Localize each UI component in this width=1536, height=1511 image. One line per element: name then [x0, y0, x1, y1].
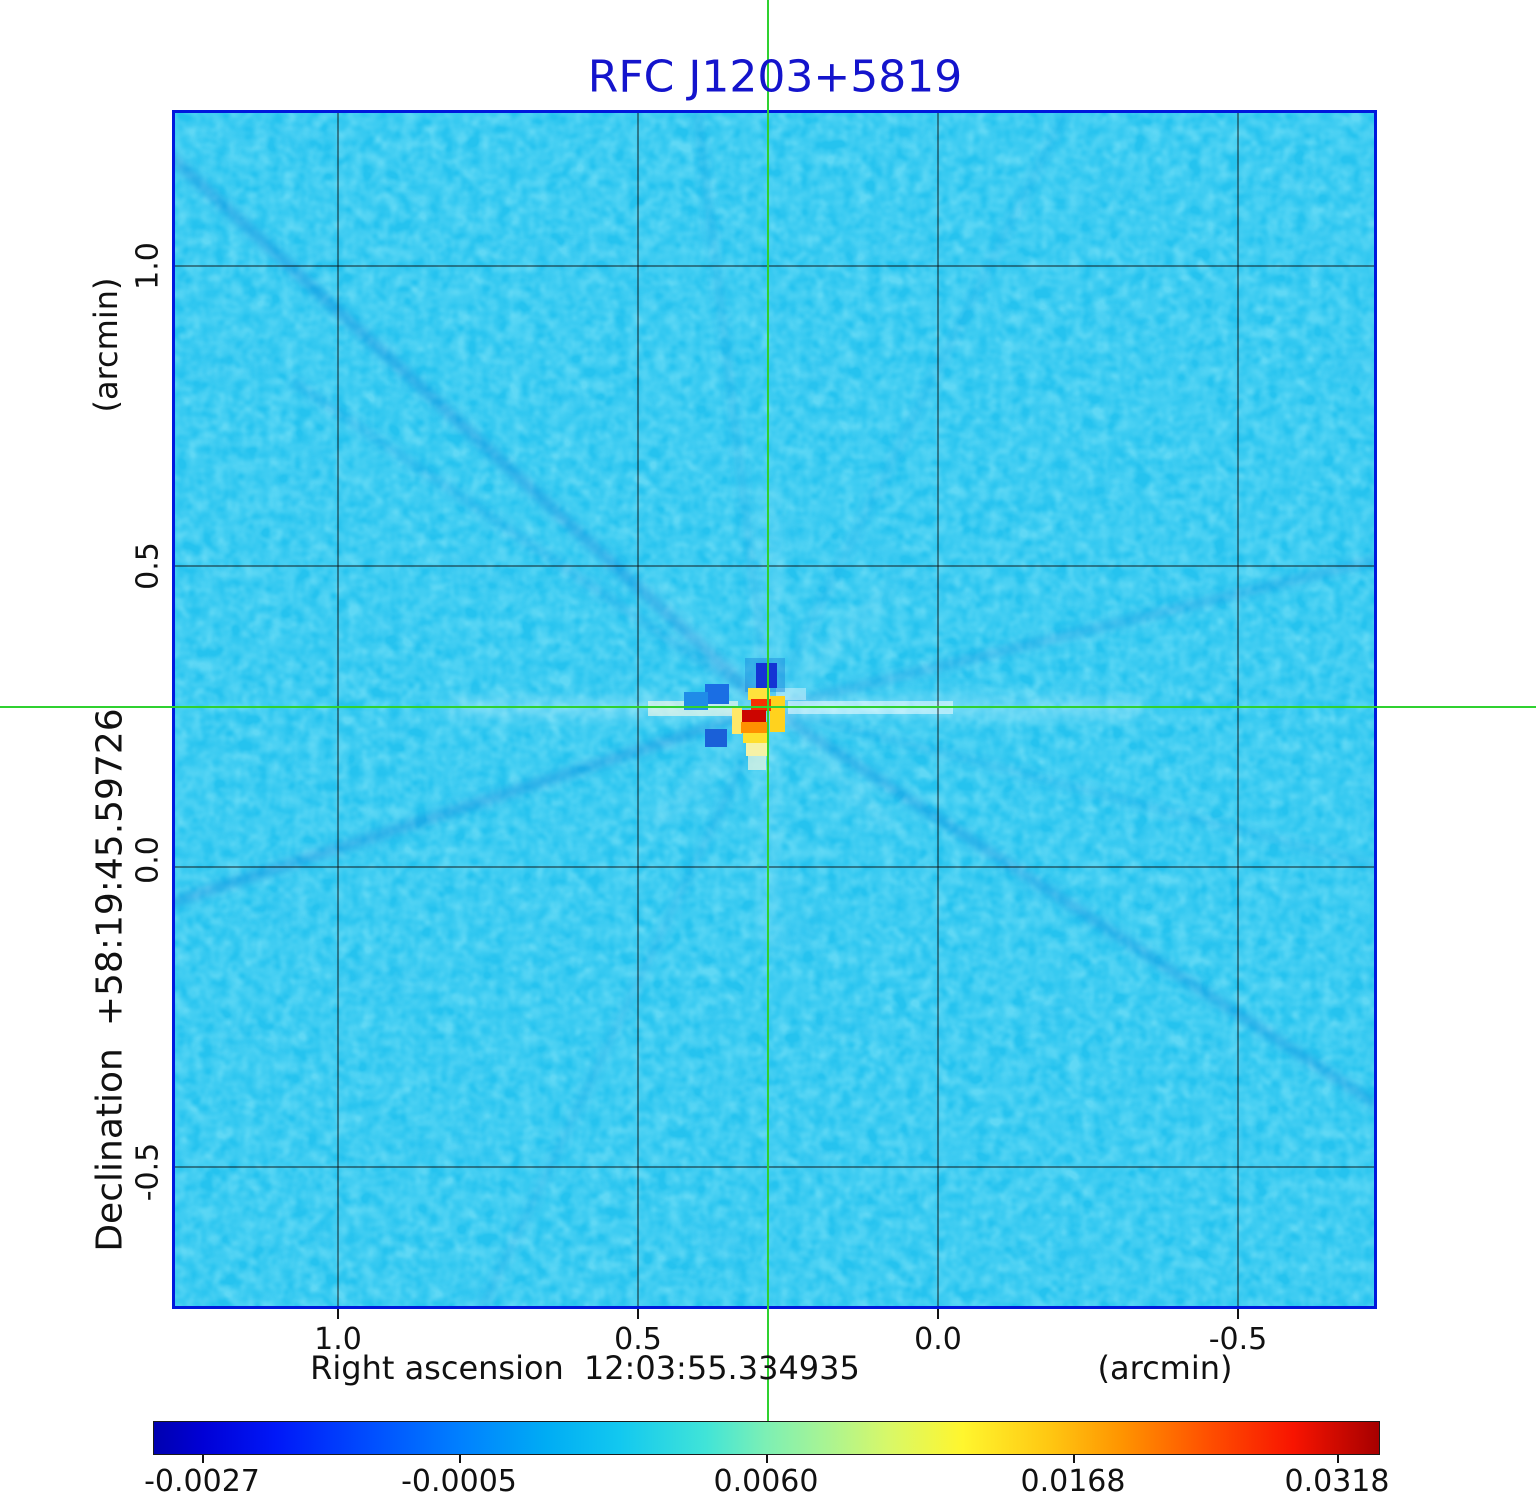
x-axis-tick-label: -0.5 [1208, 1322, 1268, 1357]
y-axis-dec-value: +58:19:45.59726 [89, 708, 131, 1027]
x-axis-tick-mark [937, 1309, 939, 1319]
y-axis-unit: (arcmin) [87, 277, 125, 413]
y-axis-tick-label: 1.0 [130, 242, 166, 290]
y-axis-caption: Declination +58:19:45.59726 [90, 708, 131, 1251]
colorbar-gradient [153, 1421, 1380, 1455]
colorbar-tick-label: 0.0060 [713, 1464, 819, 1499]
colorbar-tick-label: -0.0005 [401, 1464, 517, 1499]
x-axis-tick-label: 0.0 [914, 1322, 962, 1357]
sky-map [172, 110, 1377, 1309]
colorbar-tick-mark [766, 1455, 768, 1463]
colorbar-tick-label: 0.0318 [1284, 1464, 1390, 1499]
y-axis-title: Declination [89, 1048, 131, 1252]
colorbar-tick-mark [1073, 1455, 1075, 1463]
x-axis-tick-mark [337, 1309, 339, 1319]
page-title: RFC J1203+5819 [587, 51, 963, 103]
x-axis-title: Right ascension [310, 1349, 564, 1387]
sky-map-image [175, 113, 1374, 1306]
crosshair-horizontal-line [0, 706, 1536, 708]
y-axis-tick-label: -0.5 [130, 1142, 166, 1202]
source-peak [648, 658, 953, 770]
dirty-beam-streaks [175, 113, 1374, 1306]
x-axis-unit: (arcmin) [1097, 1349, 1233, 1387]
map-grid [175, 113, 1374, 1306]
y-axis-tick-label: 0.5 [130, 542, 166, 590]
colorbar-tick-label: -0.0027 [144, 1464, 260, 1499]
y-axis-tick-label: 0.0 [130, 836, 166, 884]
colorbar-tick-mark [202, 1455, 204, 1463]
colorbar-tick-label: 0.0168 [1020, 1464, 1126, 1499]
colorbar-tick-mark [1337, 1455, 1339, 1463]
x-axis-ra-value: 12:03:55.334935 [583, 1349, 860, 1387]
crosshair-vertical-line [767, 0, 769, 1421]
x-axis-tick-label: 0.5 [614, 1322, 662, 1357]
x-axis-tick-mark [637, 1309, 639, 1319]
x-axis-caption: Right ascension 12:03:55.334935 [310, 1349, 860, 1387]
colorbar-tick-mark [459, 1455, 461, 1463]
x-axis-tick-label: 1.0 [314, 1322, 362, 1357]
x-axis-tick-mark [1237, 1309, 1239, 1319]
